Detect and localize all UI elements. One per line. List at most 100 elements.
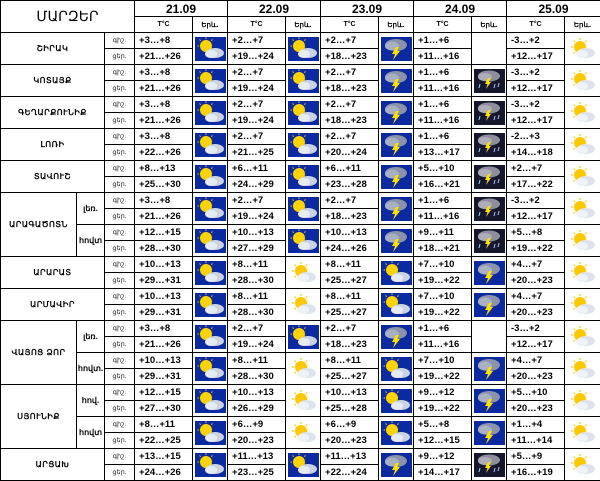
temperature-range: +25…+27 [321,369,379,385]
thunderstorm-icon [381,453,412,477]
temperature-range: +2…+7 [228,97,286,113]
time-of-day-label: ցեր. [105,465,135,481]
weather-icon-cell [379,353,414,385]
temperature-range: +2…+7 [321,97,379,113]
sun-behind-cloud-icon [567,37,598,61]
time-of-day-label: գիշ. [105,385,135,401]
sun-behind-cloud-icon [567,325,598,349]
time-of-day-label: գիշ. [105,289,135,305]
sun-behind-cloud-icon [567,165,598,189]
thunderstorm-icon [474,421,505,445]
temperature-range: +8…+11 [135,417,193,433]
time-of-day-label: ցեր. [105,49,135,65]
temperature-range: +18…+23 [321,81,379,97]
sun-behind-cloud-icon [567,421,598,445]
weather-icon-cell [286,449,321,481]
temperature-range: -3…+2 [507,193,565,209]
thunderstorm-icon [381,165,412,189]
region-name: ԿՈՏԱՅՔ [1,65,105,97]
sunny-cloudy-icon [288,37,319,61]
weather-icon-cell [286,257,321,289]
temperature-range: +5…+10 [414,161,472,177]
sun-behind-cloud-icon [567,229,598,253]
weather-icon-cell [193,161,228,193]
sun-behind-cloud-icon [567,261,598,285]
time-of-day-label: ցեր. [105,81,135,97]
weather-icon-cell [193,257,228,289]
temperature-range: +20…+23 [228,433,286,449]
time-of-day-label: գիշ. [105,161,135,177]
time-of-day-label: գիշ. [105,129,135,145]
temperature-range: +8…+11 [228,257,286,273]
temperature-range: +18…+23 [321,337,379,353]
temperature-range: +24…+29 [228,177,286,193]
temperature-range: +11…+16 [414,337,472,353]
temperature-range: +11…+13 [321,449,379,465]
temperature-range: +19…+24 [228,81,286,97]
weather-icon-cell [193,449,228,481]
temperature-range: +19…+24 [228,49,286,65]
temperature-range: +2…+7 [321,129,379,145]
region-name: ՎԱՅՈՑ ՁՈՐ [1,321,77,385]
weather-icon-cell [286,193,321,225]
weather-icon-cell [286,97,321,129]
temperature-range: +24…+26 [321,241,379,257]
weather-icon-cell [379,257,414,289]
weather-icon-cell [472,97,507,129]
sunny-cloudy-icon [288,69,319,93]
temperature-range: +10…+13 [135,289,193,305]
weather-icon-cell [565,289,600,321]
temperature-range: -3…+2 [507,65,565,81]
sunny-cloudy-icon [195,69,226,93]
sunny-cloudy-icon [288,453,319,477]
temperature-range: +2…+7 [228,193,286,209]
time-of-day-label: գիշ. [105,417,135,433]
weather-icon-cell [379,417,414,449]
temperature-range: +20…+23 [507,273,565,289]
time-of-day-label: գիշ. [105,449,135,465]
sunny-cloudy-icon [195,165,226,189]
storm-rain-icon [474,453,505,477]
temperature-range: +1…+6 [414,193,472,209]
temperature-range: +26…+29 [228,401,286,417]
weather-icon-cell [565,65,600,97]
weather-icon-cell [565,417,600,449]
temperature-range: +21…+26 [135,337,193,353]
temperature-range: +16…+21 [414,177,472,193]
temperature-range: +12…+15 [135,385,193,401]
subregion-label: լեռ. [77,193,105,225]
weather-icon-cell [472,193,507,225]
weather-icon-cell [286,225,321,257]
temperature-range: +10…+13 [135,353,193,369]
temperature-range: +20…+23 [321,433,379,449]
temperature-range: +29…+31 [135,369,193,385]
subregion-label: հովտ. [77,353,105,385]
temperature-range: +2…+7 [228,33,286,49]
temperature-range: +29…+31 [135,305,193,321]
thunderstorm-icon [381,101,412,125]
time-of-day-label: գիշ. [105,97,135,113]
temperature-range: +21…+26 [135,113,193,129]
sunny-cloudy-icon [381,357,412,381]
temperature-range: +2…+7 [321,33,379,49]
temperature-range: +19…+22 [414,369,472,385]
time-of-day-label: ցեր. [105,145,135,161]
storm-rain-icon [474,165,505,189]
date-header: 22.09 [228,1,321,17]
time-of-day-label: գիշ. [105,257,135,273]
temperature-range: +11…+16 [414,113,472,129]
temperature-range: +9…+11 [414,225,472,241]
weather-icon-cell [565,353,600,385]
temperature-range: +19…+24 [228,113,286,129]
temperature-range: +5…+10 [507,385,565,401]
time-of-day-label: ցեր. [105,369,135,385]
weather-icon-cell [472,449,507,481]
weather-icon-cell [193,33,228,65]
weather-icon-cell [193,289,228,321]
weather-icon-cell [379,385,414,417]
sun-behind-cloud-icon [567,101,598,125]
